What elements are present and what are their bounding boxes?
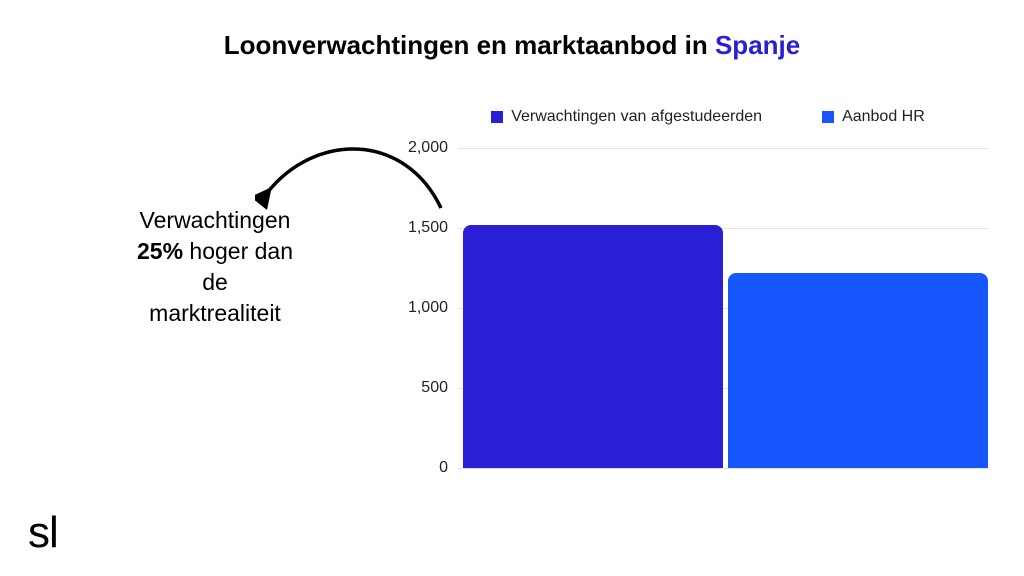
- y-tick-label: 1,500: [388, 219, 448, 237]
- gridline: [458, 148, 988, 149]
- page-title: Loonverwachtingen en marktaanbod in Span…: [0, 30, 1024, 61]
- callout-part: hoger dan: [183, 238, 293, 264]
- y-tick-label: 0: [388, 459, 448, 477]
- legend-label: Verwachtingen van afgestudeerden: [511, 108, 762, 126]
- canvas: Loonverwachtingen en marktaanbod in Span…: [0, 0, 1024, 576]
- callout-part: de: [202, 269, 228, 295]
- plot-area: 05001,0001,5002,000: [458, 148, 988, 468]
- legend-item: Aanbod HR: [822, 108, 925, 126]
- callout-bold: 25%: [137, 238, 183, 264]
- legend-item: Verwachtingen van afgestudeerden: [491, 108, 762, 126]
- gridline: [458, 468, 988, 469]
- bar: [463, 225, 723, 468]
- legend: Verwachtingen van afgestudeerden Aanbod …: [428, 108, 988, 126]
- legend-label: Aanbod HR: [842, 108, 925, 126]
- callout-part: marktrealiteit: [149, 300, 281, 326]
- bar-chart: Verwachtingen van afgestudeerden Aanbod …: [408, 108, 988, 468]
- y-tick-label: 1,000: [388, 299, 448, 317]
- legend-swatch: [491, 111, 503, 123]
- title-accent: Spanje: [715, 30, 800, 60]
- legend-swatch: [822, 111, 834, 123]
- y-tick-label: 500: [388, 379, 448, 397]
- title-prefix: Loonverwachtingen en marktaanbod in: [224, 30, 715, 60]
- brand-logo: sl: [28, 508, 58, 558]
- y-tick-label: 2,000: [388, 139, 448, 157]
- bar: [728, 273, 988, 468]
